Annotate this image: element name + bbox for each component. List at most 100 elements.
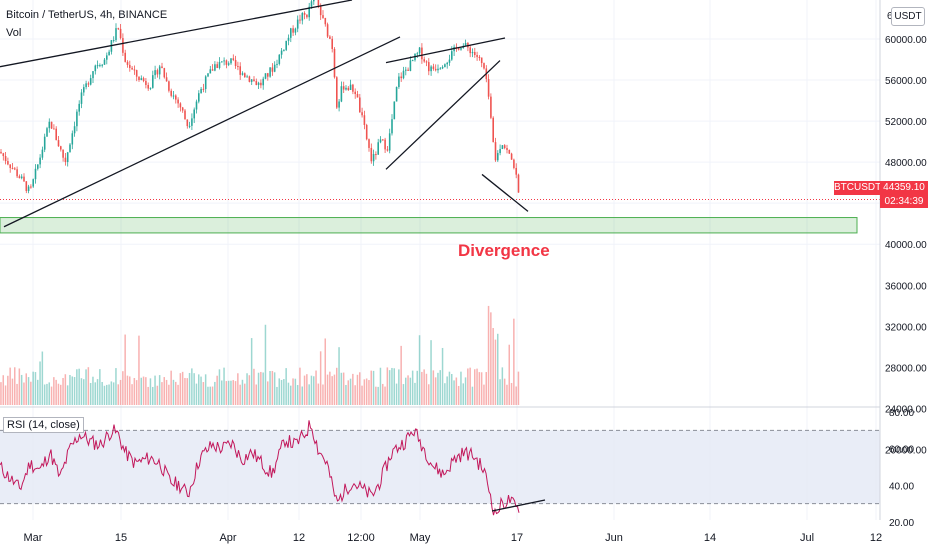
volume-bar xyxy=(147,386,149,405)
volume-bar xyxy=(405,377,407,405)
volume-bar xyxy=(216,375,218,405)
volume-bar xyxy=(455,377,458,405)
volume-bar xyxy=(338,347,340,405)
candle-body xyxy=(131,67,133,70)
volume-bar xyxy=(2,375,4,405)
candle-body xyxy=(147,84,149,89)
volume-bar xyxy=(292,378,294,405)
volume-bar xyxy=(503,378,506,405)
price-tick-label: 20000.00 xyxy=(885,445,927,456)
currency-button[interactable]: USDT xyxy=(891,7,925,26)
rsi-band xyxy=(0,430,880,504)
volume-bar xyxy=(402,384,405,405)
volume-bar xyxy=(368,380,370,405)
rsi-indicator-label[interactable]: RSI (14, close) xyxy=(3,417,84,433)
candle-body xyxy=(145,80,147,85)
candle-body xyxy=(188,125,191,127)
volume-bar xyxy=(191,368,193,405)
time-axis-ticks[interactable]: Mar 15 Apr 12 12:00 May 17 Jun 14 Jul 12 xyxy=(24,532,883,544)
candle-body xyxy=(370,147,373,162)
price-tick-label: 52000.00 xyxy=(885,117,927,128)
candle-body xyxy=(149,87,152,89)
rsi-axis-ticks[interactable]: 20.00 40.00 60.00 80.00 xyxy=(889,408,914,529)
candle-body xyxy=(32,179,34,187)
price-tick-label: 6 xyxy=(887,11,893,22)
volume-bar xyxy=(407,375,409,405)
volume-bar xyxy=(27,377,30,405)
candle-body xyxy=(94,65,97,72)
candle-body xyxy=(221,61,223,63)
volume-bar xyxy=(172,379,175,405)
candle-body xyxy=(73,126,76,134)
volume-bar xyxy=(317,383,320,405)
candle-body xyxy=(244,73,246,78)
volume-indicator-label[interactable]: Vol xyxy=(6,27,22,39)
volume-bar xyxy=(478,372,481,405)
price-axis-ticks[interactable]: 40000.0044000.0048000.0052000.0056000.00… xyxy=(885,11,927,456)
volume-bar xyxy=(517,371,520,405)
candle-body xyxy=(184,110,186,120)
symbol-title[interactable]: Bitcoin / TetherUS, 4h, BINANCE xyxy=(6,9,168,21)
candle-body xyxy=(142,78,145,81)
candle-body xyxy=(135,70,138,77)
volume-bar xyxy=(306,374,308,405)
candle-body xyxy=(457,48,460,50)
volume-bar xyxy=(94,382,96,405)
candle-body xyxy=(444,64,446,67)
candle-body xyxy=(296,19,299,29)
volume-bar xyxy=(239,384,241,405)
volume-bar xyxy=(377,386,379,405)
volume-bar xyxy=(490,312,492,405)
candle-body xyxy=(253,79,255,82)
candle-body xyxy=(37,164,39,169)
candle-body xyxy=(451,51,453,60)
volume-bar xyxy=(241,379,244,405)
volume-bar xyxy=(347,380,349,405)
candle-body xyxy=(207,73,209,77)
candle-body xyxy=(313,0,315,2)
volume-bar xyxy=(513,318,515,405)
candle-body xyxy=(377,142,379,155)
volume-bar xyxy=(32,371,34,405)
candle-body xyxy=(354,91,356,95)
price-tick-label: 24000.00 xyxy=(885,404,927,415)
candle-body xyxy=(64,157,67,162)
candle-body xyxy=(103,59,106,65)
volume-bar xyxy=(78,368,80,405)
candle-body xyxy=(227,63,230,65)
time-tick-label: 12 xyxy=(870,532,882,544)
candle-body xyxy=(163,68,166,78)
candle-body xyxy=(218,61,221,68)
volume-bar xyxy=(4,385,7,405)
volume-bar xyxy=(126,375,129,405)
volume-bar xyxy=(69,374,71,405)
candle-body xyxy=(248,76,251,82)
candle-body xyxy=(76,111,78,127)
candle-body xyxy=(239,66,241,75)
candle-body xyxy=(48,121,51,129)
volume-bar xyxy=(53,377,55,405)
volume-bar xyxy=(411,370,414,405)
volume-bar xyxy=(66,385,69,405)
volume-bar xyxy=(497,333,499,405)
candle-body xyxy=(474,52,476,56)
candle-body xyxy=(271,67,274,72)
candle-body xyxy=(211,69,214,71)
candle-body xyxy=(510,153,513,160)
volume-bar xyxy=(476,368,478,405)
volume-bar xyxy=(142,376,145,405)
candle-body xyxy=(204,76,207,90)
candle-body xyxy=(161,66,163,69)
volume-bar xyxy=(103,385,106,405)
candle-body xyxy=(170,90,172,96)
volume-bar xyxy=(483,384,485,405)
candle-body xyxy=(117,28,120,30)
volume-bar xyxy=(57,383,60,405)
volume-bar xyxy=(149,378,152,405)
candle-body xyxy=(372,154,375,162)
volume-bar xyxy=(71,376,73,405)
candle-body xyxy=(361,112,363,116)
candle-body xyxy=(232,58,235,61)
candle-body xyxy=(234,60,237,67)
volume-bar xyxy=(349,378,352,405)
